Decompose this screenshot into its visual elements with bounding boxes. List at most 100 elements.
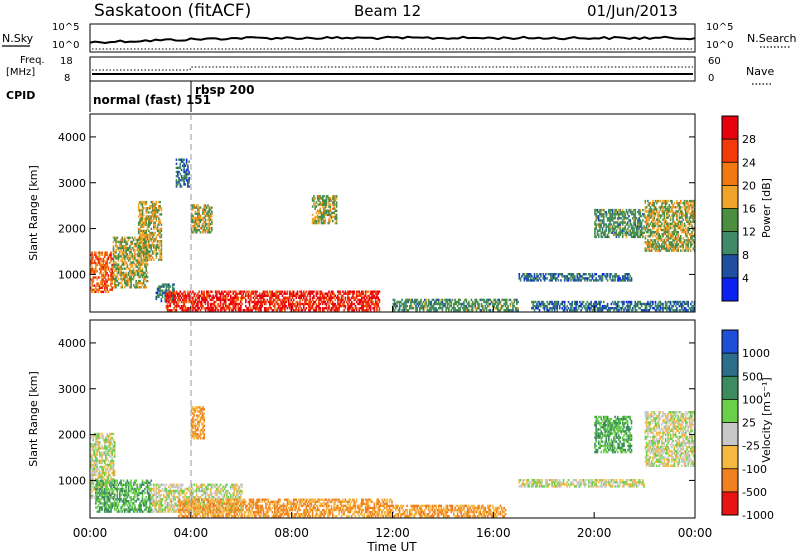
echo-cell	[93, 261, 96, 265]
echo-cell	[137, 254, 140, 257]
echo-cell	[158, 200, 160, 204]
echo-cell	[657, 241, 659, 244]
echo-cell	[367, 302, 369, 306]
echo-cell	[198, 307, 200, 310]
echo-cell	[644, 208, 647, 211]
echo-cell	[112, 244, 115, 248]
echo-cell	[339, 290, 342, 293]
echo-cell	[658, 214, 660, 217]
echo-cell	[313, 201, 315, 204]
echo-cell	[487, 298, 489, 302]
echo-cell	[663, 210, 666, 213]
echo-cell	[403, 307, 406, 310]
echo-cell	[600, 223, 603, 226]
echo-cell	[160, 252, 163, 255]
echo-cell	[640, 221, 643, 224]
echo-cell	[313, 302, 315, 306]
echo-cell	[148, 217, 150, 220]
echo-cell	[158, 223, 160, 226]
echo-cell	[329, 219, 332, 223]
echo-cell	[476, 304, 479, 308]
echo-cell	[241, 290, 243, 293]
echo-cell	[333, 294, 335, 297]
echo-cell	[596, 231, 599, 234]
echo-cell	[579, 300, 581, 304]
echo-cell	[420, 298, 422, 302]
echo-cell	[146, 244, 149, 247]
echo-cell	[132, 259, 135, 262]
echo-cell	[626, 275, 629, 278]
echo-cell	[232, 298, 234, 302]
echo-cell	[98, 465, 101, 469]
echo-cell	[214, 300, 217, 304]
echo-cell	[106, 261, 108, 265]
echo-cell	[183, 309, 185, 312]
echo-cell	[156, 244, 159, 247]
echo-cell	[245, 300, 247, 304]
echo-cell	[545, 304, 547, 308]
echo-cell	[485, 298, 488, 302]
echo-cell	[355, 309, 358, 312]
echo-cell	[117, 255, 120, 258]
echo-cell	[679, 224, 682, 228]
echo-cell	[466, 307, 469, 310]
echo-cell	[90, 272, 92, 275]
echo-cell	[261, 292, 263, 295]
echo-cell	[512, 307, 514, 310]
echo-cell	[121, 284, 124, 287]
echo-cell	[120, 269, 122, 272]
echo-cell	[165, 296, 168, 299]
echo-cell	[683, 222, 686, 225]
echo-cell	[141, 231, 144, 235]
echo-cell	[182, 307, 184, 310]
echo-cell	[644, 247, 647, 250]
echo-cell	[400, 300, 402, 304]
echo-cell	[638, 217, 640, 220]
echo-cell	[319, 211, 321, 214]
echo-cell	[190, 220, 193, 224]
echo-cell	[151, 238, 154, 241]
echo-cell	[107, 276, 110, 279]
echo-cell	[669, 218, 672, 221]
echo-cell	[183, 166, 185, 170]
echo-cell	[141, 200, 144, 204]
echo-cell	[407, 298, 410, 302]
echo-cell	[208, 216, 211, 220]
echo-cell	[308, 309, 310, 312]
echo-cell	[260, 298, 262, 302]
echo-cell	[337, 296, 339, 299]
echo-cell	[618, 275, 620, 278]
echo-cell	[316, 290, 319, 293]
echo-cell	[155, 256, 158, 259]
echo-cell	[378, 298, 381, 302]
echo-cell	[633, 304, 635, 308]
echo-cell	[600, 231, 603, 234]
echo-cell	[97, 459, 100, 462]
echo-cell	[601, 208, 604, 212]
echo-cell	[144, 200, 146, 204]
echo-cell	[115, 284, 117, 287]
echo-cell	[531, 307, 533, 310]
echo-cell	[597, 309, 600, 312]
echo-cell	[650, 304, 653, 308]
echo-cell	[368, 302, 371, 306]
echo-cell	[96, 288, 98, 291]
echo-cell	[90, 288, 92, 291]
echo-cell	[623, 221, 625, 224]
echo-cell	[654, 243, 657, 246]
echo-cell	[280, 290, 282, 293]
echo-cell	[611, 210, 614, 214]
echo-cell	[609, 275, 611, 278]
echo-cell	[263, 294, 266, 297]
echo-cell	[577, 277, 580, 280]
echo-cell	[90, 488, 92, 491]
echo-cell	[129, 244, 131, 248]
echo-cell	[126, 242, 129, 246]
echo-cell	[103, 459, 106, 462]
echo-cell	[142, 233, 145, 237]
echo-cell	[655, 245, 658, 248]
echo-cell	[601, 307, 604, 310]
echo-cell	[97, 284, 100, 287]
echo-cell	[155, 211, 158, 214]
echo-cell	[591, 275, 594, 278]
